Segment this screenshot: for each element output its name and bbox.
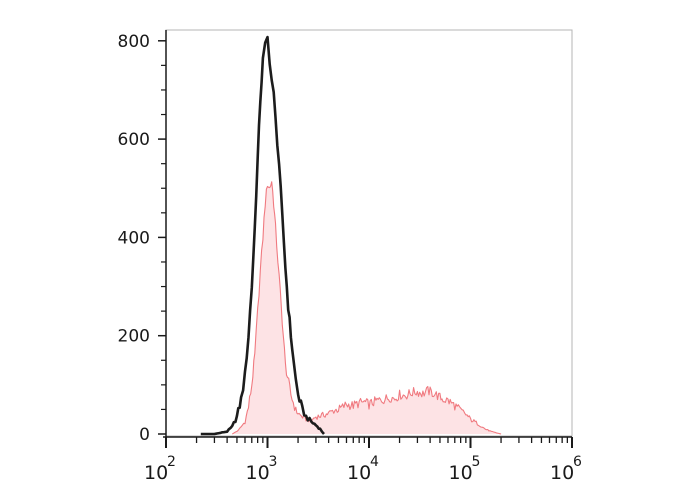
- series-line: [200, 35, 325, 436]
- x-tick-label: 10: [347, 462, 371, 484]
- x-tick-exponent: 5: [472, 454, 481, 470]
- x-axis: 102 103 104 105 106: [144, 437, 582, 484]
- x-tick-exponent: 2: [167, 454, 176, 470]
- y-axis: 0 200 400 600 800: [118, 32, 166, 445]
- y-tick-label: 800: [118, 32, 150, 52]
- y-tick-label: 400: [118, 228, 150, 248]
- series-layer: [200, 35, 502, 436]
- x-tick-label: 10: [449, 462, 473, 484]
- y-tick-label: 600: [118, 130, 150, 150]
- x-tick-label: 10: [144, 462, 168, 484]
- x-tick-label: 10: [246, 462, 270, 484]
- y-tick-label: 200: [118, 327, 150, 347]
- x-tick-exponent: 3: [269, 454, 278, 470]
- x-tick-exponent: 4: [370, 454, 379, 470]
- x-tick-label: 10: [550, 462, 574, 484]
- x-tick-exponent: 6: [573, 454, 582, 470]
- series-outline-line: [232, 181, 502, 435]
- y-tick-label: 0: [139, 425, 150, 445]
- plot-frame: [165, 29, 573, 437]
- series-area-fill: [232, 181, 502, 434]
